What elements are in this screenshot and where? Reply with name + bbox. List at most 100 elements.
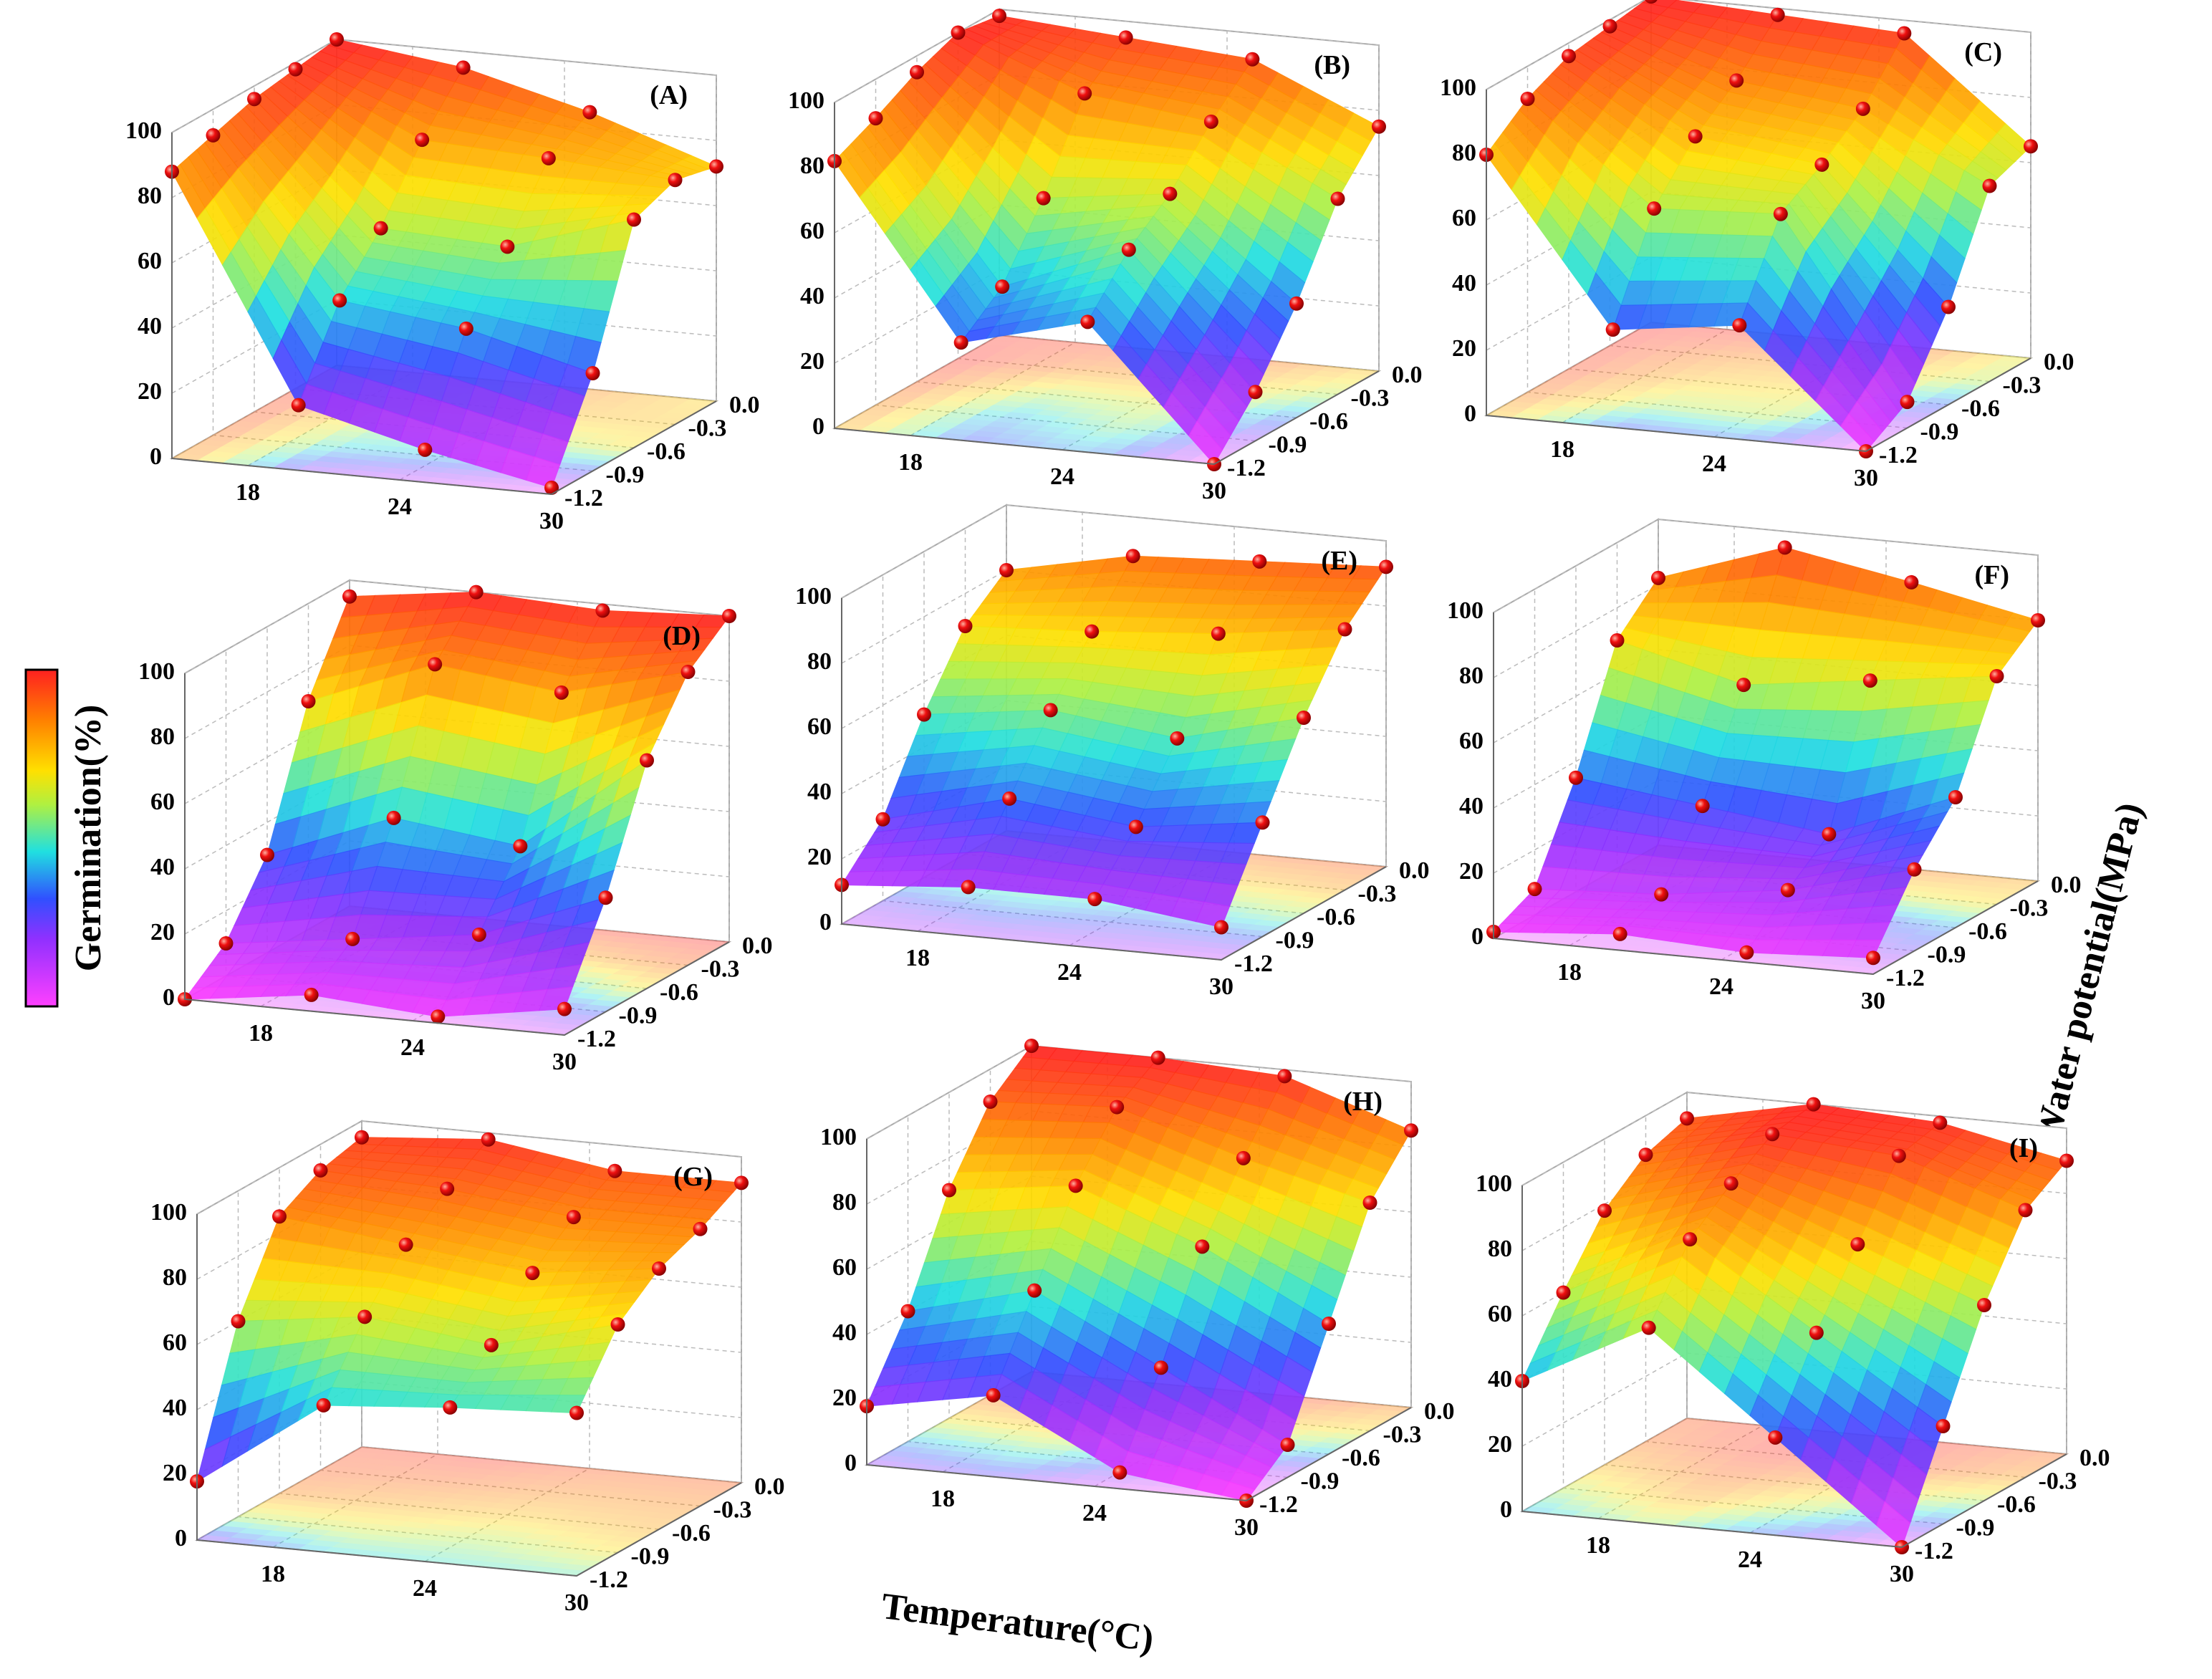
floor-patch (607, 423, 643, 432)
x-tick-label: 24 (1709, 973, 1733, 1000)
data-point (1739, 945, 1754, 960)
floor-patch (590, 433, 627, 441)
z-tick-label: 0 (1464, 400, 1476, 427)
data-point (500, 239, 515, 254)
floor-patch (572, 410, 609, 418)
data-point (443, 1400, 458, 1415)
floor-patch (313, 439, 350, 448)
floor-patch (204, 451, 241, 459)
x-tick-label: 30 (1861, 988, 1885, 1014)
floor-patch (432, 472, 468, 481)
floor-patch (254, 423, 290, 431)
data-point (554, 685, 569, 700)
z-tick-label: 80 (1459, 663, 1484, 689)
data-point (585, 366, 600, 380)
y-tick-label: -0.3 (713, 1496, 752, 1523)
data-point (458, 321, 473, 336)
data-point (1527, 882, 1542, 897)
data-point (999, 563, 1014, 577)
data-point (1562, 49, 1576, 64)
data-point (607, 1163, 622, 1178)
data-point (1569, 770, 1583, 785)
data-point (1814, 157, 1829, 172)
floor-patch (423, 461, 459, 469)
x-tick-label: 18 (261, 1561, 285, 1587)
data-point (471, 927, 486, 942)
data-point (357, 1309, 372, 1324)
data-point (525, 1266, 540, 1281)
floor-patch (398, 458, 434, 467)
y-tick-label: 0.0 (1392, 362, 1423, 388)
floor-patch (656, 395, 693, 404)
data-point (1688, 129, 1703, 144)
data-point (995, 279, 1010, 294)
floor-patch (279, 441, 316, 450)
data-point (734, 1175, 749, 1190)
data-point (2024, 139, 2038, 154)
z-tick-label: 100 (150, 1199, 187, 1226)
y-tick-label: -1.2 (1234, 951, 1273, 977)
y-tick-label: -0.6 (1317, 904, 1355, 930)
panel-title: (E) (1321, 546, 1357, 576)
data-point (481, 1132, 496, 1147)
y-tick-label: 0.0 (729, 392, 760, 418)
data-point (218, 936, 234, 951)
data-point (598, 890, 613, 905)
x-tick-label: 24 (1702, 451, 1726, 477)
floor-patch (287, 420, 324, 429)
z-tick-label: 40 (807, 779, 832, 805)
y-tick-label: -0.6 (1309, 408, 1348, 435)
y-tick-label: -1.2 (1259, 1491, 1298, 1518)
data-point (652, 1261, 666, 1276)
data-point (1695, 799, 1710, 814)
y-tick-label: -0.3 (2010, 895, 2049, 921)
y-tick-label: -0.6 (1961, 395, 2000, 422)
data-point (1118, 30, 1133, 45)
z-tick-label: 20 (163, 1460, 187, 1486)
z-tick-label: 40 (138, 313, 162, 340)
data-point (247, 92, 261, 107)
z-tick-label: 20 (832, 1385, 857, 1411)
data-point (484, 1337, 499, 1352)
y-tick-label: 0.0 (1399, 857, 1430, 884)
floor-patch (581, 421, 617, 430)
floor-patch (236, 415, 273, 424)
data-point (1077, 86, 1092, 101)
floor-patch (254, 439, 291, 448)
floor-patch (581, 405, 617, 413)
floor-patch (466, 470, 502, 478)
data-point (291, 398, 306, 413)
floor-patch (203, 434, 240, 443)
data-point (1866, 951, 1880, 966)
y-tick-label: 0.0 (742, 933, 773, 959)
data-point (1610, 633, 1625, 648)
data-point (1211, 626, 1226, 641)
data-point (1989, 669, 2004, 683)
floor-patch (280, 458, 317, 466)
floor-patch (381, 468, 418, 476)
z-tick-label: 20 (1459, 858, 1484, 885)
data-point (627, 212, 641, 227)
data-point (1125, 549, 1140, 564)
y-tick-label: 0.0 (2044, 349, 2074, 375)
data-point (345, 931, 360, 946)
data-point (1043, 703, 1058, 718)
data-point (1773, 206, 1788, 221)
z-tick-label: 60 (150, 789, 175, 815)
x-tick-label: 30 (1209, 973, 1234, 1000)
data-point (2031, 613, 2045, 627)
panel-title: (A) (650, 80, 688, 110)
data-point (1770, 7, 1785, 22)
data-point (953, 335, 968, 350)
z-tick-label: 80 (807, 648, 832, 675)
x-tick-label: 18 (898, 449, 923, 476)
y-tick-label: -0.3 (2003, 372, 2042, 398)
z-tick-label: 60 (138, 248, 162, 274)
y-tick-label: -0.3 (688, 415, 727, 441)
z-tick-label: 80 (138, 183, 162, 209)
y-tick-label: -0.6 (1342, 1445, 1380, 1471)
x-tick-label: 30 (1234, 1514, 1259, 1541)
data-point (355, 1130, 369, 1145)
z-tick-label: 40 (832, 1319, 857, 1346)
